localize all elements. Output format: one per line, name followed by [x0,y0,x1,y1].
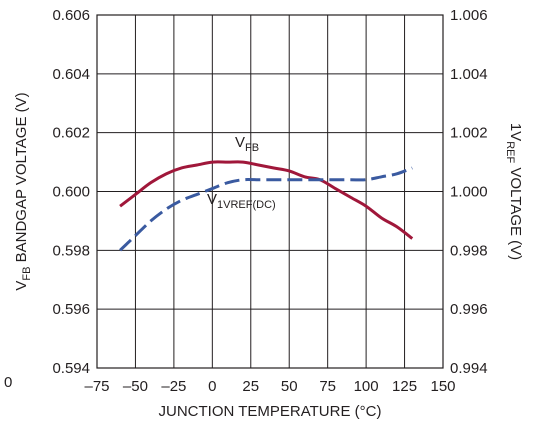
y-left-tick-label: 0.604 [52,66,90,83]
series-label-v1vref-subscript: 1VREF(DC) [217,199,276,211]
x-tick-label: 75 [319,378,336,395]
clipped-text-fragment: 0 [4,374,12,391]
y-right-axis-title-main: 1V [507,123,524,141]
y-right-tick-label: 0.998 [450,242,488,259]
series-label-vfb: VFB [235,134,259,154]
series-layer [119,160,414,252]
x-tick-label: 50 [281,378,298,395]
x-tick-label: 100 [354,378,379,395]
y-left-tick-label: 0.600 [52,184,90,201]
label-layer: JUNCTION TEMPERATURE (°C)VFB BANDGAP VOL… [4,92,524,420]
plot-frame [96,14,444,369]
x-tick-label: 0 [208,378,216,395]
x-axis-title: JUNCTION TEMPERATURE (°C) [159,403,382,420]
series-label-vfb-subscript: FB [245,142,259,154]
series-label-vfb-main: V [235,134,245,151]
y-left-axis-title: VFB BANDGAP VOLTAGE (V) [13,92,33,290]
y-left-tick-label: 0.596 [52,301,90,318]
y-left-tick-label: 0.598 [52,242,90,259]
x-tick-label: –50 [123,378,148,395]
x-tick-label: –25 [161,378,186,395]
x-tick-label: 150 [430,378,455,395]
y-left-axis-title-main: V [13,281,30,291]
y-right-tick-label: 0.994 [450,360,488,377]
y-right-tick-label: 1.000 [450,184,488,201]
grid-layer [97,15,443,368]
y-left-axis-title-subscript: FB [21,267,33,281]
series-line-vfb [119,160,414,240]
y-right-tick-label: 0.996 [450,301,488,318]
y-left-axis-title-rest: BANDGAP VOLTAGE (V) [13,92,30,266]
y-left-tick-label: 0.606 [52,7,90,24]
y-right-tick-label: 1.002 [450,125,488,142]
tick-layer: –75 –50 –25 0 25 50 75 100 125 150 0.606 0.604 0.602… [52,7,487,395]
y-right-axis-title-subscript: REF [504,141,516,163]
y-right-tick-label: 1.004 [450,66,488,83]
y-right-axis-title: 1VREF VOLTAGE (V) [504,123,524,260]
y-right-tick-label: 1.006 [450,7,488,24]
x-tick-label: 25 [242,378,259,395]
y-left-tick-label: 0.594 [52,360,90,377]
series-line-v1vref [119,166,413,252]
series-label-v1vref-main: V [207,191,217,208]
y-left-tick-label: 0.602 [52,125,90,142]
series-label-v1vref: V1VREF(DC) [207,191,276,211]
x-tick-label: –75 [84,378,109,395]
x-tick-label: 125 [392,378,417,395]
y-right-axis-title-rest: VOLTAGE (V) [507,163,524,260]
